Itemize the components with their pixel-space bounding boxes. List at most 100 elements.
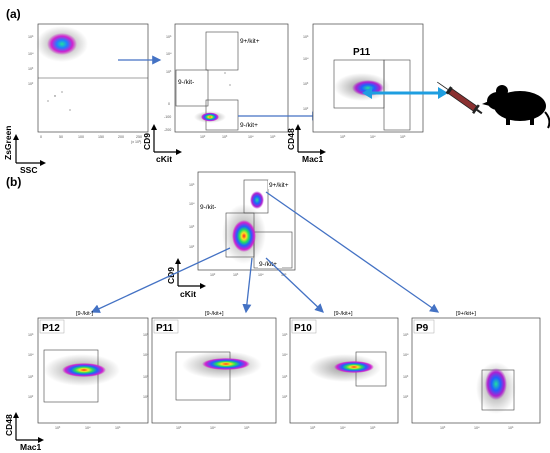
gate-9minus-kitminus-a [175,69,209,107]
arrow-to-p11 [242,257,253,314]
svg-text:10⁵: 10⁵ [244,426,250,430]
svg-text:10⁵: 10⁵ [28,333,34,337]
svg-text:10⁴: 10⁴ [258,273,264,277]
population-label-box-p11: P11 [153,319,179,334]
svg-text:10⁴: 10⁴ [85,426,91,430]
svg-text:10³: 10³ [222,135,228,139]
svg-text:10²: 10² [143,395,149,399]
subtitle-p12: [9-/kit-] [76,311,94,317]
svg-text:10⁵: 10⁵ [28,35,34,39]
svg-text:10⁵: 10⁵ [403,333,409,337]
svg-text:0: 0 [168,102,170,106]
gate-label-box-9minus-kitplus-a: 9-/kit+ [239,120,263,129]
svg-text:10²: 10² [303,107,309,111]
svg-text:10³: 10³ [403,375,409,379]
svg-text:9-/kit+: 9-/kit+ [240,122,258,129]
axis-arrows-a3 [295,124,326,155]
svg-text:100: 100 [78,135,84,139]
svg-text:10⁴: 10⁴ [282,353,288,357]
svg-text:10³: 10³ [282,375,288,379]
svg-text:250: 250 [136,135,142,139]
panel-label-b: (b) [6,175,21,189]
subtitle-p11: [9-/kit+] [205,311,224,317]
svg-text:10²: 10² [189,245,195,249]
svg-text:10⁵: 10⁵ [143,333,149,337]
population-label-box-p10: P10 [291,319,317,334]
svg-text:9+/kit+: 9+/kit+ [269,182,289,189]
svg-text:-200: -200 [164,128,171,132]
svg-text:10⁴: 10⁴ [474,426,480,430]
svg-text:10⁵: 10⁵ [400,135,406,139]
axis-label-ckit-b: cKit [180,289,196,299]
injection-arrow [362,87,448,99]
svg-text:10⁵: 10⁵ [282,333,288,337]
svg-text:10⁴: 10⁴ [210,426,216,430]
svg-text:10⁴: 10⁴ [166,52,172,56]
axis-arrows-a1 [13,134,46,166]
subtitle-p9: [9+/kit+] [456,311,476,317]
gate-label-box-9plus-kitplus-a: 9+/kit+ [239,36,263,45]
svg-text:10³: 10³ [176,426,182,430]
svg-text:10⁴: 10⁴ [248,135,254,139]
svg-text:200: 200 [118,135,124,139]
axis-label-ssc: SSC [20,165,37,175]
svg-text:10⁴: 10⁴ [28,353,34,357]
svg-text:10³: 10³ [189,225,195,229]
population-label-box-p9: P9 [413,319,435,334]
svg-text:10²: 10² [28,82,34,86]
plot-p9: 10⁵ 10⁴ 10³ 10² 10³ 10⁴ 10⁵ [403,317,541,430]
svg-text:(x 10³): (x 10³) [131,140,141,144]
population-label-p11-a: P11 [353,47,371,58]
svg-text:10³: 10³ [440,426,446,430]
svg-text:10³: 10³ [28,375,34,379]
subtitle-p10: [9-/kit+] [334,311,353,317]
gate-9plus-kitplus-a [205,31,239,71]
svg-text:10³: 10³ [233,273,239,277]
plot-p11-b: 10⁵ 10⁴ 10³ 10² 10³ 10⁴ 10⁵ [143,317,277,430]
plot-cd9-ckit-b: 10⁵ 10⁴ 10³ 10² 10² 10³ 10⁴ 10⁵ [189,171,296,277]
svg-text:P12: P12 [42,323,60,334]
svg-text:10⁵: 10⁵ [370,426,376,430]
svg-text:9-/kit-: 9-/kit- [178,79,194,86]
mouse-icon [482,85,550,129]
gating-arrows [90,191,440,314]
svg-text:P11: P11 [156,323,174,334]
svg-text:10²: 10² [200,135,206,139]
svg-text:10⁴: 10⁴ [189,202,195,206]
svg-text:10²: 10² [282,395,288,399]
svg-text:P10: P10 [294,323,312,334]
svg-text:10³: 10³ [166,70,172,74]
axis-label-cd9-a: CD9 [142,133,152,150]
plot-p10: 10⁵ 10⁴ 10³ 10² 10³ 10⁴ 10⁵ [282,317,399,430]
plot-cd48-mac1-a: 10⁵ 10⁴ 10³ 10² 10³ 10⁴ 10⁵ [303,23,424,139]
svg-text:10⁴: 10⁴ [340,426,346,430]
population-label-box-p12: P12 [39,319,65,334]
panel-label-a: (a) [6,7,21,21]
svg-text:9-/kit+: 9-/kit+ [259,261,277,268]
axis-label-mac1-a: Mac1 [302,154,324,164]
axis-label-cd48-b: CD48 [4,414,14,436]
axis-label-cd48-a: CD48 [286,128,296,150]
svg-text:10⁴: 10⁴ [370,135,376,139]
svg-text:10⁵: 10⁵ [166,35,172,39]
axis-arrows-b-bottom [13,412,44,443]
plot-p12: 10⁵ 10⁴ 10³ 10² 10³ 10⁴ 10⁵ [28,317,149,430]
svg-text:10³: 10³ [55,426,61,430]
svg-text:10³: 10³ [310,426,316,430]
svg-text:50: 50 [59,135,63,139]
svg-text:10³: 10³ [303,82,309,86]
svg-text:10⁵: 10⁵ [270,135,276,139]
syringe-icon [437,81,483,115]
svg-text:0: 0 [40,135,42,139]
axis-label-mac1-b: Mac1 [20,442,42,452]
svg-text:9+/kit+: 9+/kit+ [240,38,260,45]
svg-text:10⁵: 10⁵ [189,183,195,187]
arrow-to-p12 [90,247,231,313]
axis-label-ckit-a: cKit [156,154,172,164]
svg-text:10³: 10³ [28,67,34,71]
gate-label-9minus-kitminus-b: 9-/kit- [200,204,216,211]
gate-label-box-9minus-kitminus-a: 9-/kit- [177,77,199,86]
svg-text:10⁵: 10⁵ [115,426,121,430]
gate-label-box-9plus-kitplus-b: 9+/kit+ [268,180,292,189]
